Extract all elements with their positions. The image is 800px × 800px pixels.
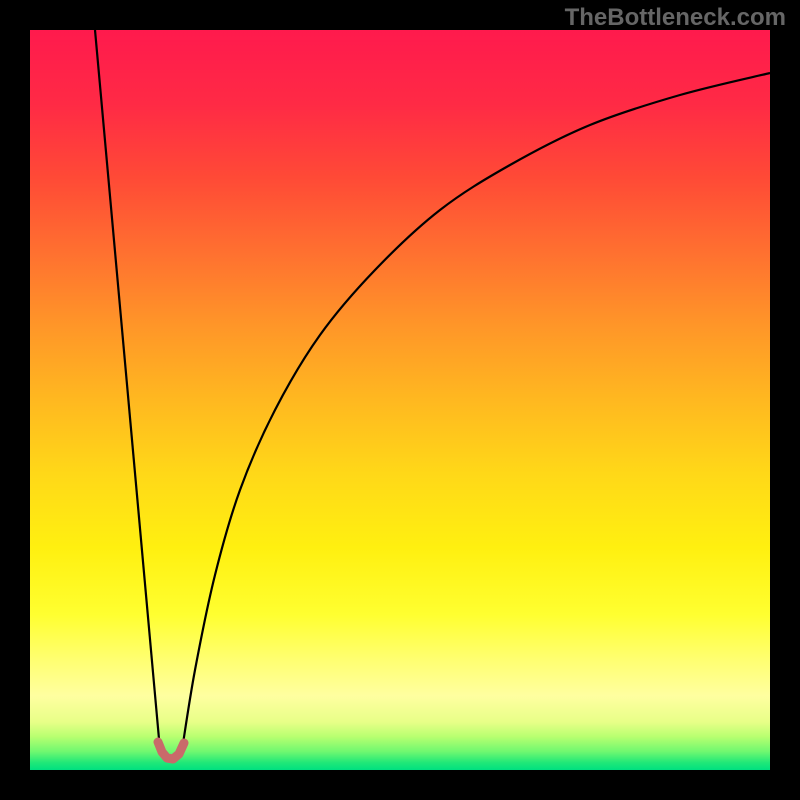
watermark-text: TheBottleneck.com [565, 4, 786, 32]
plot-background [30, 30, 770, 770]
chart-container: TheBottleneck.com [0, 0, 800, 800]
bottleneck-chart [0, 0, 800, 800]
